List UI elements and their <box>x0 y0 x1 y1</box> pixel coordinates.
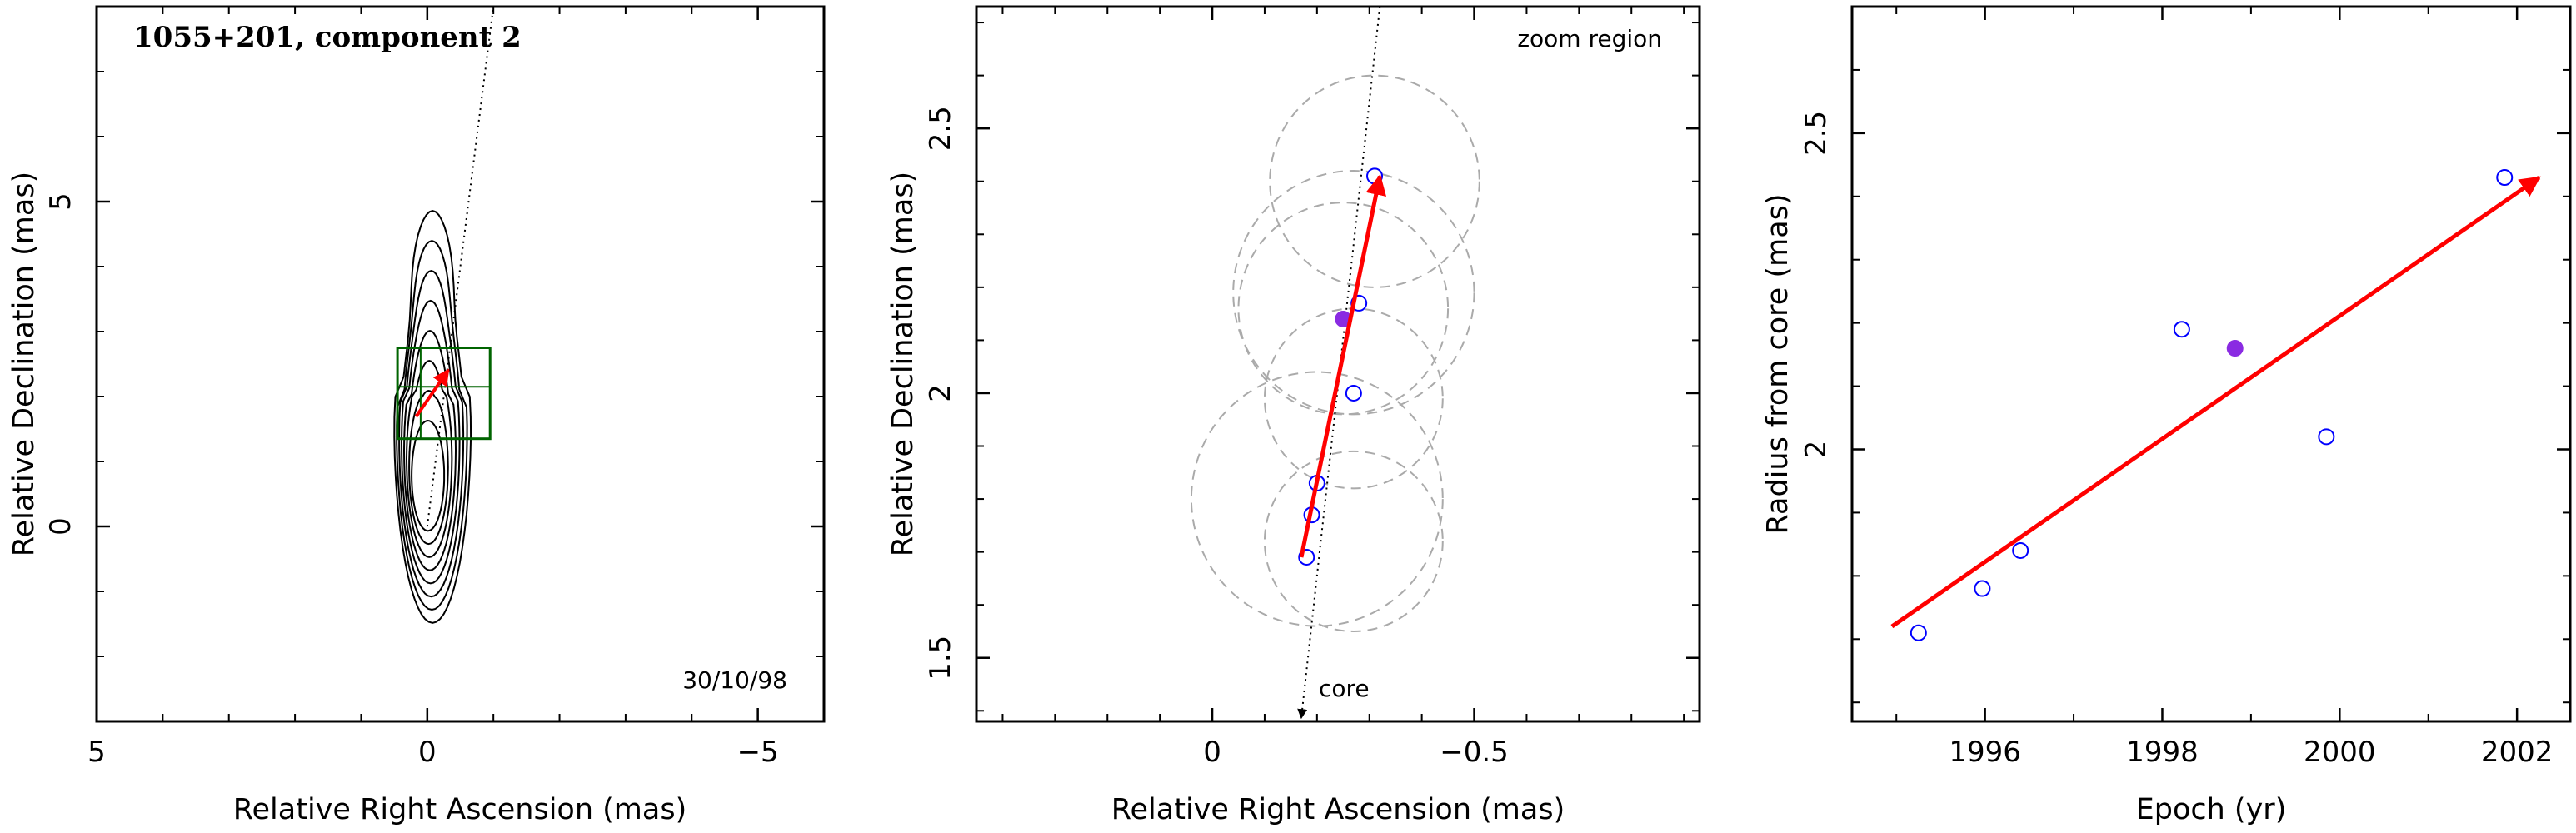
x-tick-label: 2000 <box>2304 736 2376 769</box>
data-point <box>2496 169 2514 187</box>
panel-contour-map: 5 0 −5 0 5 1055+201, component 2 30/10/98 Re… <box>7 5 826 826</box>
y-tick-label: 2 <box>1800 441 1833 459</box>
y-tick-label: 1.5 <box>924 636 957 681</box>
core-label: core <box>1319 675 1370 702</box>
plot-frame <box>95 5 826 723</box>
x-tick-label: 2002 <box>2481 736 2554 769</box>
panel-zoom-region: 0 −0.5 1.5 2 2.5 zoom region core Relative R… <box>886 5 1701 826</box>
x-tick-label: 1998 <box>2126 736 2199 769</box>
data-point <box>1910 624 1927 641</box>
x-axis-title: Epoch (yr) <box>2136 793 2287 826</box>
x-tick-label: 5 <box>87 736 106 769</box>
axes: 0 −0.5 1.5 2 2.5 <box>924 7 1700 769</box>
error-circle <box>1269 74 1480 288</box>
y-tick-label: 0 <box>44 517 77 536</box>
chart-title: 1055+201, component 2 <box>133 21 522 54</box>
contour-plot-area <box>393 7 495 624</box>
contour-line <box>408 389 449 546</box>
y-tick-label: 2.5 <box>924 106 957 151</box>
x-axis-title: Relative Right Ascension (mas) <box>233 793 686 826</box>
contour-line <box>398 270 465 598</box>
y-axis-title: Radius from core (mas) <box>1761 193 1795 534</box>
x-tick-label: 0 <box>1203 736 1221 769</box>
plot-frame <box>1850 5 2572 723</box>
x-axis-title: Relative Right Ascension (mas) <box>1111 793 1565 826</box>
x-tick-label: −5 <box>737 736 779 769</box>
y-tick-label: 5 <box>44 192 77 211</box>
y-tick-label: 2.5 <box>1800 111 1833 156</box>
filled-data-point <box>2226 340 2244 357</box>
error-circle <box>1232 170 1475 416</box>
data-point <box>2012 541 2029 559</box>
contour-line <box>411 419 446 532</box>
zoom-plot-area <box>1190 7 1480 720</box>
date-annotation: 30/10/98 <box>682 666 787 694</box>
fit-arrow <box>1890 175 2541 629</box>
data-point <box>2173 321 2190 338</box>
ridge-line <box>1297 7 1381 720</box>
y-axis-title: Relative Declination (mas) <box>886 172 920 556</box>
data-point <box>1345 384 1362 402</box>
error-circle <box>1237 202 1450 416</box>
plot-frame <box>975 5 1701 723</box>
panel-radius-vs-epoch: 1996 1998 2000 2002 2 2.5 Epoch (yr) Radius f… <box>1761 5 2572 826</box>
contour-line <box>400 299 461 585</box>
y-axis-title: Relative Declination (mas) <box>7 172 41 556</box>
error-circle <box>1263 450 1444 632</box>
axes: 1996 1998 2000 2002 2 2.5 <box>1800 6 2570 769</box>
x-tick-label: 1996 <box>1949 736 2021 769</box>
axes: 5 0 −5 0 5 <box>44 6 825 769</box>
error-circle <box>1190 371 1444 627</box>
motion-arrow <box>414 368 450 418</box>
x-tick-label: 0 <box>418 736 437 769</box>
data-point <box>2318 428 2335 446</box>
data-point <box>1974 580 1991 597</box>
zoom-box <box>396 347 492 441</box>
motion-arrow <box>1299 173 1387 558</box>
zoom-region-label: zoom region <box>1517 25 1662 52</box>
contour-line <box>393 210 472 624</box>
epoch-plot-area <box>1890 169 2541 641</box>
x-tick-label: −0.5 <box>1440 736 1509 769</box>
y-tick-label: 2 <box>924 384 957 402</box>
